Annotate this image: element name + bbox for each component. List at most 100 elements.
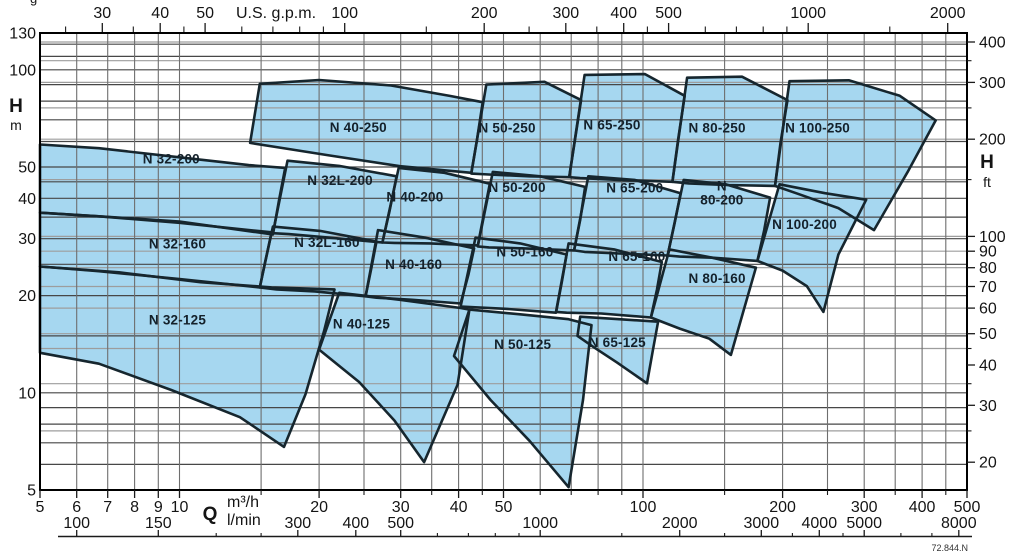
region-labels: N 32-125 N 40-125 N 50-125 N 65-125 N 32-160… bbox=[143, 117, 850, 352]
label-bottom-lmin-100: 100 bbox=[63, 515, 90, 532]
region-label-n-65-250: N 65-250 bbox=[583, 117, 640, 132]
region-label-n-80-200-line2: 80-200 bbox=[700, 193, 743, 208]
region-label-n-65-160: N 65-160 bbox=[608, 249, 665, 264]
grid bbox=[40, 33, 967, 490]
region-label-n-50-250: N 50-250 bbox=[479, 121, 536, 136]
label-right-ft-100: 100 bbox=[979, 229, 1006, 246]
region-n-32l-160 bbox=[259, 226, 377, 297]
region-label-n-32-125: N 32-125 bbox=[149, 313, 206, 328]
label-top-gpm-50: 50 bbox=[196, 5, 214, 22]
region-label-n-80-250: N 80-250 bbox=[689, 121, 746, 136]
label-bottom-m3h-50: 50 bbox=[495, 499, 513, 516]
label-bottom-m3h-300: 300 bbox=[851, 499, 878, 516]
region-outline-n-100-200 bbox=[756, 183, 868, 314]
label-bottom-lmin-2000: 2000 bbox=[662, 515, 698, 532]
region-outline-n-65-125 bbox=[576, 315, 660, 385]
right-axis-unit: ft bbox=[983, 174, 991, 190]
label-bottom-m3h-5: 5 bbox=[36, 499, 45, 516]
region-label-n-65-125: N 65-125 bbox=[589, 335, 646, 350]
region-n-32l-200 bbox=[272, 160, 397, 243]
label-top-gpm-100: 100 bbox=[331, 5, 358, 22]
label-bottom-m3h-400: 400 bbox=[909, 499, 936, 516]
label-right-ft-400: 400 bbox=[979, 35, 1006, 52]
label-top-gpm-200: 200 bbox=[471, 5, 498, 22]
label-right-ft-90: 90 bbox=[979, 244, 997, 261]
label-top-gpm-2000: 2000 bbox=[930, 5, 966, 22]
label-left-m-50: 50 bbox=[18, 160, 36, 177]
region-outline-n-100-250 bbox=[773, 79, 937, 232]
label-bottom-lmin-500: 500 bbox=[387, 515, 414, 532]
label-bottom-m3h-9: 9 bbox=[154, 499, 163, 516]
label-bottom-m3h-20: 20 bbox=[310, 499, 328, 516]
region-n-50-200 bbox=[477, 171, 586, 251]
label-top-gpm-300: 300 bbox=[552, 5, 579, 22]
region-label-n-50-200: N 50-200 bbox=[489, 180, 546, 195]
region-label-n-32l-160: N 32L-160 bbox=[294, 235, 360, 250]
label-top-gpm-500: 500 bbox=[655, 5, 682, 22]
region-n-32-160 bbox=[40, 212, 272, 288]
label-bottom-lmin-300: 300 bbox=[284, 515, 311, 532]
bottom-axis-unit-lmin: l/min bbox=[227, 512, 261, 529]
label-bottom-m3h-500: 500 bbox=[954, 499, 981, 516]
region-n-40-250 bbox=[250, 80, 483, 173]
label-top-gpm-40: 40 bbox=[151, 5, 169, 22]
region-n-80-250 bbox=[672, 76, 788, 186]
label-left-m-30: 30 bbox=[18, 231, 36, 248]
label-right-ft-300: 300 bbox=[979, 75, 1006, 92]
region-n-65-160 bbox=[556, 243, 662, 318]
region-fills bbox=[40, 74, 936, 488]
label-right-ft-80: 80 bbox=[979, 260, 997, 277]
region-label-n-80-160: N 80-160 bbox=[689, 271, 746, 286]
top-axis-unit-label: U.S. g.p.m. bbox=[236, 5, 316, 22]
left-axis-unit: m bbox=[10, 117, 22, 133]
label-right-ft-70: 70 bbox=[979, 279, 997, 296]
region-n-32-125 bbox=[40, 266, 335, 447]
label-right-ft-40: 40 bbox=[979, 358, 997, 375]
region-n-100-200 bbox=[757, 184, 867, 312]
label-bottom-m3h-6: 6 bbox=[72, 499, 81, 516]
region-label-n-40-160: N 40-160 bbox=[385, 257, 442, 272]
label-bottom-lmin-8000: 8000 bbox=[941, 515, 977, 532]
region-label-n-80-200-line1: N bbox=[717, 179, 727, 194]
region-label-n-40-125: N 40-125 bbox=[333, 317, 390, 332]
region-label-n-32-200: N 32-200 bbox=[143, 151, 200, 166]
bottom-axis-unit-m3h: m³/h bbox=[227, 494, 259, 511]
label-left-m-130: 130 bbox=[9, 26, 36, 43]
label-top-gpm-1000: 1000 bbox=[790, 5, 826, 22]
region-outline-n-80-160 bbox=[649, 248, 758, 357]
label-bottom-lmin-1000: 1000 bbox=[522, 515, 558, 532]
region-n-40-200 bbox=[382, 167, 490, 246]
bottom-axis-title: Q bbox=[203, 504, 218, 525]
region-label-n-40-200: N 40-200 bbox=[386, 189, 443, 204]
label-left-m-100: 100 bbox=[9, 62, 36, 79]
label-left-m-5: 5 bbox=[27, 483, 36, 500]
label-bottom-m3h-10: 10 bbox=[171, 499, 189, 516]
region-label-n-50-125: N 50-125 bbox=[494, 337, 551, 352]
region-n-40-160 bbox=[365, 230, 475, 304]
axes: 30 40 50 100 200 300 400 500 1000 2000 130 100 50 40 3… bbox=[9, 5, 1006, 538]
region-outlines bbox=[38, 72, 937, 489]
label-bottom-lmin-400: 400 bbox=[342, 515, 369, 532]
label-right-ft-200: 200 bbox=[979, 132, 1006, 149]
region-label-n-32-160: N 32-160 bbox=[149, 236, 206, 251]
label-right-ft-60: 60 bbox=[979, 301, 997, 318]
region-label-n-65-200: N 65-200 bbox=[606, 181, 663, 196]
label-bottom-lmin-150: 150 bbox=[145, 515, 172, 532]
left-axis-title: H bbox=[9, 96, 23, 117]
label-bottom-m3h-30: 30 bbox=[392, 499, 410, 516]
region-n-80-200 bbox=[667, 179, 771, 261]
label-left-m-40: 40 bbox=[18, 191, 36, 208]
label-right-ft-50: 50 bbox=[979, 326, 997, 343]
region-label-n-50-160: N 50-160 bbox=[496, 244, 553, 259]
label-right-ft-30: 30 bbox=[979, 398, 997, 415]
label-bottom-m3h-7: 7 bbox=[103, 499, 112, 516]
region-label-n-32l-200: N 32L-200 bbox=[307, 173, 373, 188]
label-bottom-lmin-5000: 5000 bbox=[846, 515, 882, 532]
label-top-gpm-400: 400 bbox=[610, 5, 637, 22]
region-outline-n-50-125 bbox=[452, 308, 593, 489]
region-label-n-100-200: N 100-200 bbox=[772, 217, 837, 232]
region-outline-n-40-125 bbox=[317, 291, 471, 464]
region-n-65-200 bbox=[574, 176, 681, 256]
